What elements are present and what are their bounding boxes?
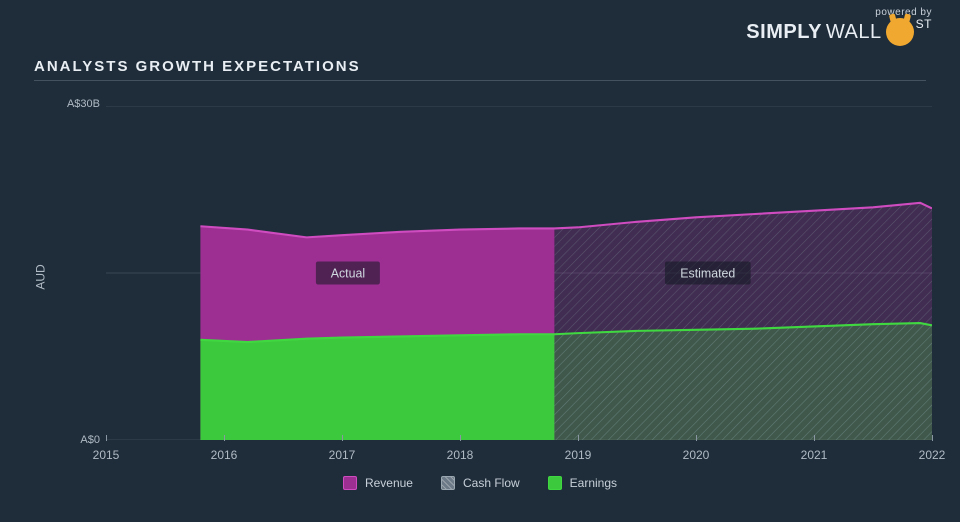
chart-title: ANALYSTS GROWTH EXPECTATIONS [34, 58, 361, 75]
legend-item-earnings: Earnings [548, 476, 617, 490]
annotation-actual: Actual [331, 266, 365, 280]
brand-logo: powered by SIMPLY WALL ST [746, 8, 932, 46]
legend-item-cashflow: Cash Flow [441, 476, 520, 490]
earnings-actual-area [200, 334, 554, 440]
chart-svg: Actual Estimated [106, 106, 932, 440]
plot-region: Actual Estimated [106, 106, 932, 440]
x-tick-label: 2020 [683, 448, 710, 462]
legend: Revenue Cash Flow Earnings [0, 476, 960, 490]
legend-item-revenue: Revenue [343, 476, 413, 490]
x-tick-label: 2022 [919, 448, 946, 462]
x-tick-label: 2021 [801, 448, 828, 462]
title-divider [34, 80, 926, 81]
y-tick-top: A$30B [52, 98, 100, 110]
legend-swatch-revenue [343, 476, 357, 490]
legend-swatch-earnings [548, 476, 562, 490]
brand-name: SIMPLY WALL ST [746, 18, 932, 46]
x-tick-label: 2017 [329, 448, 356, 462]
earnings-estimated-hatch [554, 323, 932, 440]
x-tick-label: 2018 [447, 448, 474, 462]
x-tick-label: 2015 [93, 448, 120, 462]
annotation-estimated: Estimated [680, 266, 735, 280]
bull-icon [886, 18, 914, 46]
y-tick-bottom: A$0 [52, 434, 100, 446]
legend-swatch-cashflow [441, 476, 455, 490]
x-tick-label: 2019 [565, 448, 592, 462]
x-tick-label: 2016 [211, 448, 238, 462]
chart-area: AUD A$30B A$0 Actual [54, 98, 932, 456]
y-axis-label: AUD [34, 264, 48, 289]
